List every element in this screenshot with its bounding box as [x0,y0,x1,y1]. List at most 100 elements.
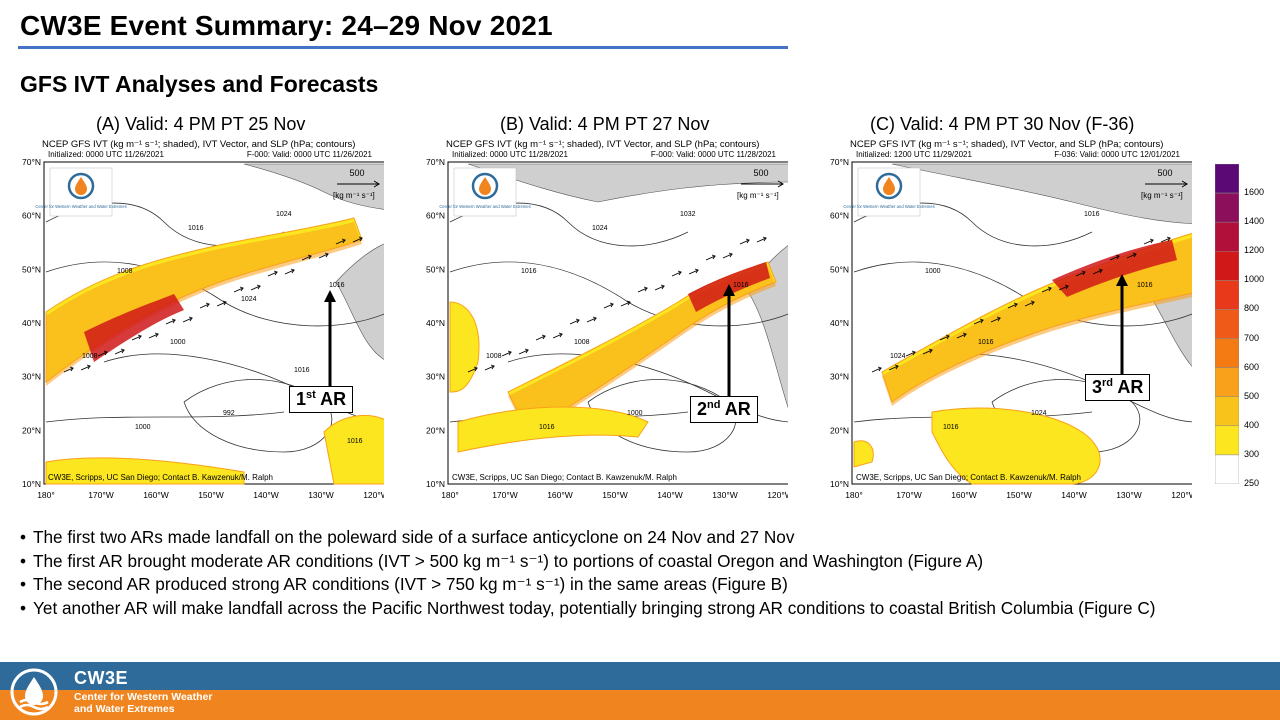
isobar-label: 1024 [1031,410,1047,417]
ivt-vector-arrow [97,350,109,357]
ivt-vector-arrow [586,316,598,323]
isobar-label: 1016 [329,282,345,289]
latitude-label: 50°N [426,264,445,274]
map-svg: NCEP GFS IVT (kg m⁻¹ s⁻¹; shaded), IVT V… [426,139,788,500]
longitude-label: 180° [37,490,55,500]
map-valid-time: F-036: Valid: 0000 UTC 12/01/2021 [1054,150,1180,159]
latitude-label: 40°N [830,318,849,328]
map-svg: NCEP GFS IVT (kg m⁻¹ s⁻¹; shaded), IVT V… [830,139,1192,500]
ivt-colorbar [1215,164,1239,484]
ivt-vector-arrow [148,332,160,339]
colorbar-swatch [1215,367,1239,397]
map-valid-time: F-000: Valid: 0000 UTC 11/28/2021 [651,150,777,159]
map-svg: NCEP GFS IVT (kg m⁻¹ s⁻¹; shaded), IVT V… [22,139,384,500]
ivt-vector-arrow [63,366,75,373]
reference-vector-box: 500 [kg m⁻¹ s⁻¹] [1141,168,1188,200]
slide-title: CW3E Event Summary: 24–29 Nov 2021 [20,10,553,41]
latitude-label: 30°N [830,372,849,382]
cw3e-map-logo: Center for Western Weather and Water Ext… [439,167,531,217]
ivt-shading-secondary [931,407,1101,485]
latitude-label: 10°N [22,479,41,489]
colorbar-swatch [1215,425,1239,456]
panel-b-heading: (B) Valid: 4 PM PT 27 Nov [500,114,710,134]
ivt-vector-arrow [620,300,632,307]
ivt-vector-arrow [352,236,364,243]
longitude-label: 130°W [308,490,334,500]
cw3e-map-logo: Center for Western Weather and Water Ext… [35,167,127,217]
footer-brand: CW3E [74,668,129,688]
longitude-label: 160°W [951,490,977,500]
footer-org-name: Center for Western Weather and Water Ext… [74,691,213,715]
latitude-label: 10°N [426,479,445,489]
ivt-vector-arrow [114,348,126,355]
colorbar-tick-label: 1200 [1244,245,1265,256]
ivt-shading-strong [882,237,1192,406]
ivt-vector-arrow [939,334,951,341]
longitude-label: 170°W [492,490,518,500]
map-title: NCEP GFS IVT (kg m⁻¹ s⁻¹; shaded), IVT V… [42,139,355,150]
reference-vector-box: 500 [kg m⁻¹ s⁻¹] [333,168,380,200]
isobar-label: 1024 [592,225,608,232]
slide-subtitle: GFS IVT Analyses and Forecasts [20,71,379,97]
latitude-label: 50°N [22,264,41,274]
isobar-label: 992 [223,410,235,417]
reference-vector-value: 500 [349,168,364,178]
colorbar-swatch [1215,454,1239,484]
colorbar-tick-label: 600 [1244,361,1260,372]
longitude-label: 140°W [657,490,683,500]
ivt-vector-arrow [705,254,717,261]
ivt-vector-arrow [1160,236,1172,243]
ivt-vector-arrow [267,270,279,277]
panel-a-heading: (A) Valid: 4 PM PT 25 Nov [96,114,306,134]
slp-contour [449,261,788,327]
isobar-label: 1008 [82,353,98,360]
reference-vector-value: 500 [1157,168,1172,178]
colorbar-tick-label: 1400 [1244,216,1265,227]
slp-contour [45,411,285,423]
map-credit: CW3E, Scripps, UC San Diego; Contact B. … [48,473,273,482]
ivt-vector-arrow [990,316,1002,323]
ivt-vector-arrow [552,332,564,339]
bullet-item: The first two ARs made landfall on the p… [20,526,1265,550]
longitude-label: 170°W [88,490,114,500]
map-area: 10081000101610241016101610241016Center f… [843,161,1192,485]
bullet-item: The second AR produced strong AR conditi… [20,573,1265,597]
ivt-vector-arrow [165,318,177,325]
logo-caption: Center for Western Weather and Water Ext… [439,204,530,209]
map-init-time: Initialized: 1200 UTC 11/29/2021 [856,150,972,159]
bullet-item: Yet another AR will make landfall across… [20,597,1265,621]
ivt-vector-arrow [467,366,479,373]
ivt-vector-arrow [301,254,313,261]
ivt-vector-arrow [1109,254,1121,261]
isobar-label: 1032 [680,211,696,218]
ivt-vector-arrow [501,350,513,357]
ivt-vector-arrow [518,348,530,355]
reference-vector-units: [kg m⁻¹ s⁻¹] [333,191,375,200]
colorbar-tick-label: 300 [1244,448,1260,459]
isobar-label: 1008 [117,268,133,275]
ivt-vector-arrow [654,284,666,291]
latitude-label: 40°N [426,318,445,328]
longitude-label: 140°W [1061,490,1087,500]
ivt-vector-arrow [131,334,143,341]
map-init-time: Initialized: 0000 UTC 11/28/2021 [452,150,568,159]
isobar-label: 1016 [978,339,994,346]
isobar-label: 1008 [574,339,590,346]
latitude-label: 60°N [830,211,849,221]
longitude-label: 120°W [1171,490,1192,500]
latitude-label: 40°N [22,318,41,328]
map-credit: CW3E, Scripps, UC San Diego; Contact B. … [452,473,677,482]
longitude-label: 170°W [896,490,922,500]
ivt-vector-arrow [722,252,734,259]
title-underline [18,46,788,49]
colorbar-tick-label: 700 [1244,332,1260,343]
ar-label-a: 1st AR [289,386,354,413]
ivt-shading-secondary [449,301,480,393]
isobar-label: 1024 [241,296,257,303]
footer-blue-band [0,662,1280,690]
ivt-shading-secondary [853,440,874,468]
ivt-vector-arrow [756,236,768,243]
reference-vector-arrow [337,180,380,188]
ivt-vector-arrow [671,270,683,277]
longitude-label: 160°W [143,490,169,500]
